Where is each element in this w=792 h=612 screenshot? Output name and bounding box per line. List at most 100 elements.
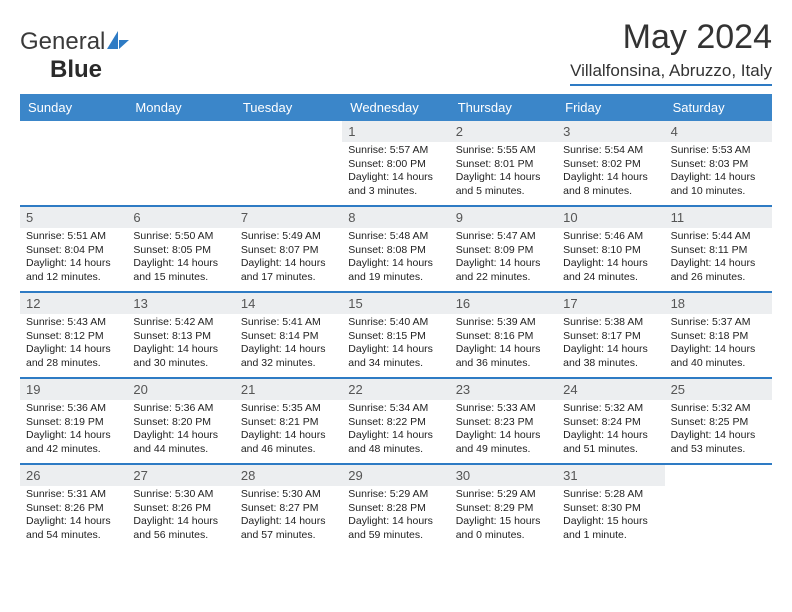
weekday-header: Sunday <box>20 94 127 121</box>
sunrise-text: Sunrise: 5:34 AM <box>348 402 443 416</box>
sunset-text: Sunset: 8:26 PM <box>133 502 228 516</box>
day-number: 2 <box>450 121 557 142</box>
daylight1-text: Daylight: 14 hours <box>348 429 443 443</box>
sunset-text: Sunset: 8:13 PM <box>133 330 228 344</box>
title-block: May 2024 Villalfonsina, Abruzzo, Italy <box>570 18 772 86</box>
daylight2-text: and 46 minutes. <box>241 443 336 457</box>
calendar-cell: 24Sunrise: 5:32 AMSunset: 8:24 PMDayligh… <box>557 379 664 463</box>
daylight1-text: Daylight: 14 hours <box>241 257 336 271</box>
day-number: 14 <box>235 293 342 314</box>
calendar-cell: 6Sunrise: 5:50 AMSunset: 8:05 PMDaylight… <box>127 207 234 291</box>
daylight2-text: and 22 minutes. <box>456 271 551 285</box>
daylight2-text: and 49 minutes. <box>456 443 551 457</box>
sunset-text: Sunset: 8:30 PM <box>563 502 658 516</box>
weekday-header: Tuesday <box>235 94 342 121</box>
day-number: 12 <box>20 293 127 314</box>
sunrise-text: Sunrise: 5:53 AM <box>671 144 766 158</box>
daylight2-text: and 1 minute. <box>563 529 658 543</box>
daylight1-text: Daylight: 14 hours <box>348 171 443 185</box>
calendar-week: 1Sunrise: 5:57 AMSunset: 8:00 PMDaylight… <box>20 121 772 207</box>
sunrise-text: Sunrise: 5:35 AM <box>241 402 336 416</box>
logo-word1: General <box>20 28 105 55</box>
sunset-text: Sunset: 8:15 PM <box>348 330 443 344</box>
day-number: 17 <box>557 293 664 314</box>
daylight1-text: Daylight: 14 hours <box>133 343 228 357</box>
sunrise-text: Sunrise: 5:44 AM <box>671 230 766 244</box>
logo-text: General Blue <box>20 28 129 84</box>
day-number: 27 <box>127 465 234 486</box>
day-number: 24 <box>557 379 664 400</box>
day-number: 19 <box>20 379 127 400</box>
day-number: 9 <box>450 207 557 228</box>
sunset-text: Sunset: 8:27 PM <box>241 502 336 516</box>
daylight1-text: Daylight: 14 hours <box>241 343 336 357</box>
sunrise-text: Sunrise: 5:28 AM <box>563 488 658 502</box>
calendar-cell <box>127 121 234 205</box>
sunset-text: Sunset: 8:01 PM <box>456 158 551 172</box>
daylight2-text: and 15 minutes. <box>133 271 228 285</box>
weekday-header: Thursday <box>450 94 557 121</box>
calendar-cell <box>20 121 127 205</box>
daylight2-text: and 34 minutes. <box>348 357 443 371</box>
sunrise-text: Sunrise: 5:46 AM <box>563 230 658 244</box>
sunrise-text: Sunrise: 5:48 AM <box>348 230 443 244</box>
weekday-header: Monday <box>127 94 234 121</box>
sunset-text: Sunset: 8:29 PM <box>456 502 551 516</box>
calendar-grid: SundayMondayTuesdayWednesdayThursdayFrid… <box>20 94 772 549</box>
calendar-cell: 19Sunrise: 5:36 AMSunset: 8:19 PMDayligh… <box>20 379 127 463</box>
sunset-text: Sunset: 8:21 PM <box>241 416 336 430</box>
day-number: 31 <box>557 465 664 486</box>
calendar-cell: 27Sunrise: 5:30 AMSunset: 8:26 PMDayligh… <box>127 465 234 549</box>
calendar-cell: 14Sunrise: 5:41 AMSunset: 8:14 PMDayligh… <box>235 293 342 377</box>
calendar-cell <box>665 465 772 549</box>
calendar-cell: 28Sunrise: 5:30 AMSunset: 8:27 PMDayligh… <box>235 465 342 549</box>
calendar-cell: 1Sunrise: 5:57 AMSunset: 8:00 PMDaylight… <box>342 121 449 205</box>
calendar-cell: 22Sunrise: 5:34 AMSunset: 8:22 PMDayligh… <box>342 379 449 463</box>
sunrise-text: Sunrise: 5:30 AM <box>133 488 228 502</box>
daylight1-text: Daylight: 14 hours <box>563 343 658 357</box>
daylight2-text: and 28 minutes. <box>26 357 121 371</box>
calendar-cell: 12Sunrise: 5:43 AMSunset: 8:12 PMDayligh… <box>20 293 127 377</box>
weekday-header: Saturday <box>665 94 772 121</box>
calendar-cell: 9Sunrise: 5:47 AMSunset: 8:09 PMDaylight… <box>450 207 557 291</box>
calendar-cell: 7Sunrise: 5:49 AMSunset: 8:07 PMDaylight… <box>235 207 342 291</box>
daylight2-text: and 51 minutes. <box>563 443 658 457</box>
calendar-cell: 31Sunrise: 5:28 AMSunset: 8:30 PMDayligh… <box>557 465 664 549</box>
sunset-text: Sunset: 8:19 PM <box>26 416 121 430</box>
day-number: 1 <box>342 121 449 142</box>
daylight2-text: and 17 minutes. <box>241 271 336 285</box>
calendar-cell: 4Sunrise: 5:53 AMSunset: 8:03 PMDaylight… <box>665 121 772 205</box>
day-number: 26 <box>20 465 127 486</box>
day-number: 5 <box>20 207 127 228</box>
calendar-cell: 17Sunrise: 5:38 AMSunset: 8:17 PMDayligh… <box>557 293 664 377</box>
sunset-text: Sunset: 8:16 PM <box>456 330 551 344</box>
sunrise-text: Sunrise: 5:39 AM <box>456 316 551 330</box>
logo: General Blue <box>20 28 129 84</box>
sunset-text: Sunset: 8:05 PM <box>133 244 228 258</box>
daylight1-text: Daylight: 14 hours <box>26 343 121 357</box>
calendar-cell: 21 Sunrise: 5:35 AMSunset: 8:21 PMDayligh… <box>235 379 342 463</box>
calendar-cell: 15Sunrise: 5:40 AMSunset: 8:15 PMDayligh… <box>342 293 449 377</box>
sunrise-text: Sunrise: 5:31 AM <box>26 488 121 502</box>
daylight1-text: Daylight: 14 hours <box>671 429 766 443</box>
weekday-header: Friday <box>557 94 664 121</box>
page-header: General Blue May 2024 Villalfonsina, Abr… <box>20 18 772 86</box>
daylight2-text: and 36 minutes. <box>456 357 551 371</box>
calendar-cell: 3Sunrise: 5:54 AMSunset: 8:02 PMDaylight… <box>557 121 664 205</box>
sunrise-text: Sunrise: 5:57 AM <box>348 144 443 158</box>
daylight2-text: and 24 minutes. <box>563 271 658 285</box>
sunset-text: Sunset: 8:10 PM <box>563 244 658 258</box>
daylight1-text: Daylight: 14 hours <box>241 515 336 529</box>
calendar-cell: 5Sunrise: 5:51 AMSunset: 8:04 PMDaylight… <box>20 207 127 291</box>
daylight2-text: and 53 minutes. <box>671 443 766 457</box>
daylight1-text: Daylight: 14 hours <box>563 429 658 443</box>
sunrise-text: Sunrise: 5:40 AM <box>348 316 443 330</box>
sunset-text: Sunset: 8:09 PM <box>456 244 551 258</box>
daylight2-text: and 8 minutes. <box>563 185 658 199</box>
sunrise-text: Sunrise: 5:29 AM <box>348 488 443 502</box>
sunrise-text: Sunrise: 5:55 AM <box>456 144 551 158</box>
day-number: 21 <box>235 379 342 400</box>
day-number <box>235 121 342 142</box>
daylight1-text: Daylight: 14 hours <box>241 429 336 443</box>
daylight2-text: and 30 minutes. <box>133 357 228 371</box>
